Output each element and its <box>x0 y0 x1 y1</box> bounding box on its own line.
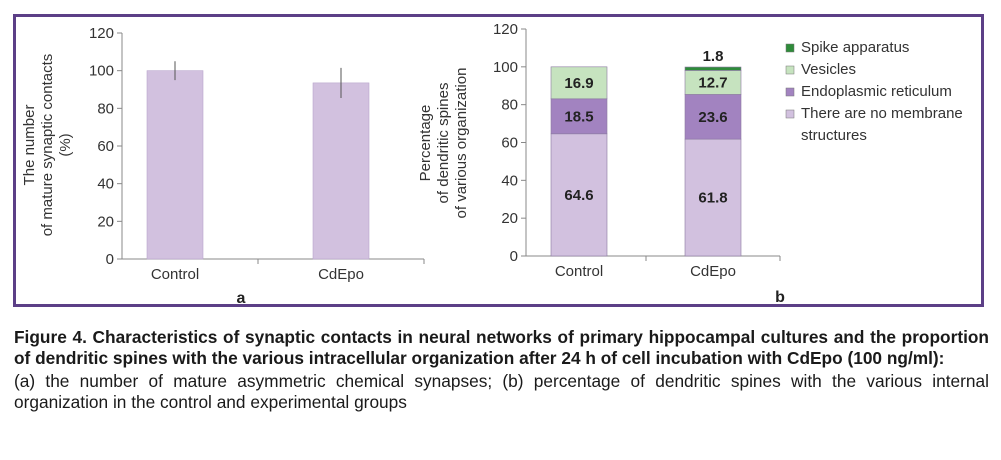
y-axis-title: of various organization <box>453 68 470 219</box>
y-tick-label: 80 <box>501 97 518 114</box>
legend-label: Spike apparatus <box>801 39 909 56</box>
stacked-segment <box>684 94 742 140</box>
y-tick-label: 120 <box>89 25 114 42</box>
y-tick-label: 100 <box>493 59 518 76</box>
y-tick-label: 20 <box>97 213 114 230</box>
bar <box>312 82 370 260</box>
panel-label: b <box>775 289 785 304</box>
x-tick-label: CdEpo <box>318 266 364 283</box>
y-tick-label: 20 <box>501 210 518 227</box>
panel-label: a <box>237 290 246 304</box>
x-tick-label: CdEpo <box>690 263 736 280</box>
legend-label: structures <box>801 127 867 144</box>
caption-body: (a) the number of mature asymmetric chem… <box>14 371 989 412</box>
y-axis-title: The number <box>21 105 38 186</box>
stacked-segment <box>550 66 608 100</box>
stacked-segment <box>550 98 608 135</box>
legend-label: Vesicles <box>801 61 856 78</box>
x-tick-label: Control <box>555 263 603 280</box>
bar <box>146 70 204 260</box>
y-axis-title: of mature synaptic contacts <box>39 54 56 237</box>
y-tick-label: 80 <box>97 100 114 117</box>
legend-swatch <box>785 109 795 119</box>
y-axis-title: (%) <box>57 133 74 156</box>
legend-swatch <box>785 65 795 75</box>
data-label: 64.6 <box>564 187 593 204</box>
y-tick-label: 0 <box>510 248 518 265</box>
y-tick-label: 40 <box>97 176 114 193</box>
data-label: 12.7 <box>698 74 727 91</box>
data-label: 1.8 <box>703 48 724 65</box>
y-tick-label: 120 <box>493 21 518 38</box>
x-tick-label: Control <box>151 266 199 283</box>
y-tick-label: 60 <box>501 135 518 152</box>
legend-swatch <box>785 43 795 53</box>
data-label: 23.6 <box>698 109 727 126</box>
y-tick-label: 60 <box>97 138 114 155</box>
y-axis-title: Percentage <box>417 105 434 182</box>
figure-caption: Figure 4. Characteristics of synaptic co… <box>14 327 989 413</box>
stacked-segment <box>684 138 742 257</box>
data-label: 18.5 <box>564 108 593 125</box>
legend-swatch <box>785 87 795 97</box>
y-axis-title: of dendritic spines <box>435 83 452 204</box>
data-label: 16.9 <box>564 75 593 92</box>
y-tick-label: 100 <box>89 63 114 80</box>
y-tick-label: 0 <box>106 251 114 268</box>
data-label: 61.8 <box>698 190 727 207</box>
y-tick-label: 40 <box>501 172 518 189</box>
stacked-segment <box>550 133 608 257</box>
stacked-segment <box>684 66 742 71</box>
caption-title: Figure 4. Characteristics of synaptic co… <box>14 327 989 368</box>
legend-label: Endoplasmic reticulum <box>801 83 952 100</box>
figure-frame: 0 20 40 60 80 100 120 Control CdEpo The number of … <box>13 14 984 307</box>
stacked-segment <box>684 70 742 95</box>
legend-label: There are no membrane <box>801 105 963 122</box>
